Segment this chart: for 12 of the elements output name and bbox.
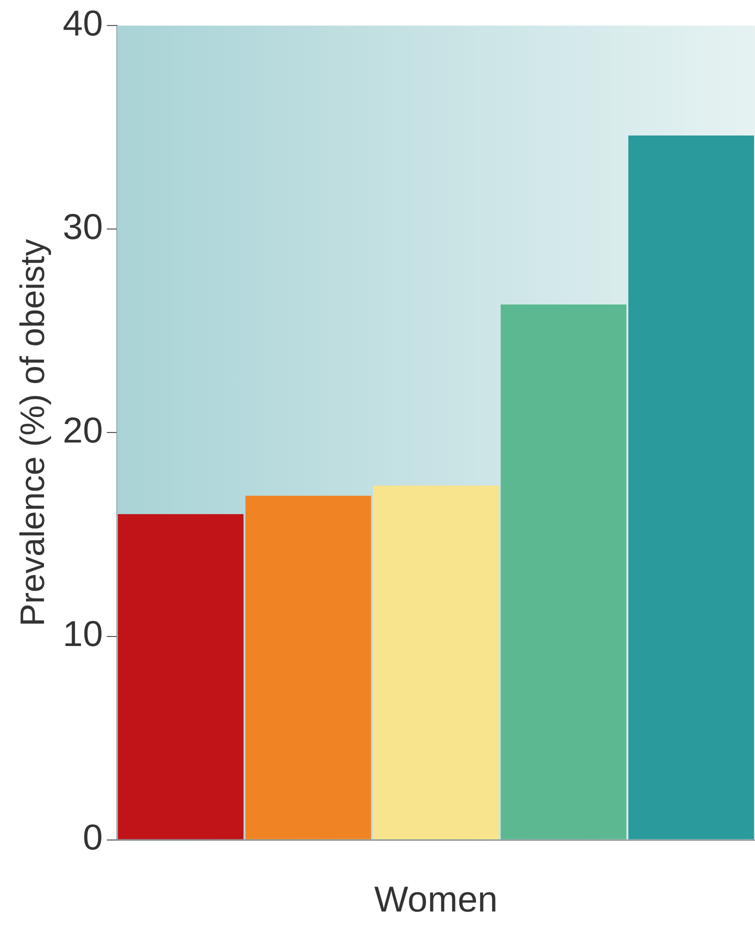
bar: [373, 486, 499, 840]
y-tick-label: 10: [62, 613, 103, 654]
bar: [628, 136, 754, 840]
y-tick-label: 0: [82, 816, 103, 858]
y-axis-title: Prevalence (%) of obeisty: [14, 238, 52, 626]
bar: [245, 496, 372, 840]
y-tick-label: 20: [62, 410, 103, 451]
y-tick-label: 30: [62, 206, 103, 248]
y-tick-label: 40: [62, 2, 103, 44]
bar: [118, 514, 244, 840]
bar: [500, 304, 626, 840]
x-axis-title: Women: [374, 878, 498, 920]
